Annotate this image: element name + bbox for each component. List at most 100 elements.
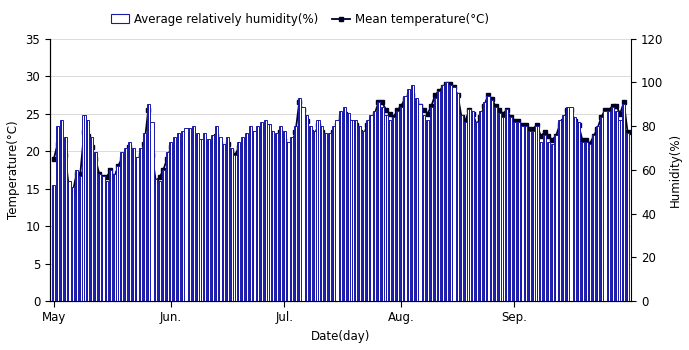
Bar	[214, 126, 218, 301]
Bar	[328, 133, 331, 301]
Bar	[135, 157, 138, 301]
Bar	[197, 133, 198, 301]
Bar	[136, 157, 137, 301]
Legend: Average relatively humidity(%), Mean temperature(°C): Average relatively humidity(%), Mean tem…	[107, 8, 493, 30]
Bar	[384, 115, 388, 301]
Bar	[415, 98, 418, 301]
Bar	[99, 174, 100, 301]
Bar	[529, 131, 530, 301]
Bar	[208, 139, 209, 301]
Bar	[98, 174, 101, 301]
Bar	[57, 126, 58, 301]
Bar	[169, 141, 172, 301]
Bar	[264, 120, 267, 301]
Bar	[133, 148, 134, 301]
Bar	[343, 106, 346, 301]
Bar	[490, 100, 493, 301]
Bar	[329, 133, 330, 301]
Bar	[532, 131, 535, 301]
Bar	[446, 83, 447, 301]
Bar	[193, 126, 194, 301]
Bar	[438, 91, 440, 301]
Bar	[200, 139, 202, 301]
Bar	[599, 118, 603, 301]
Bar	[95, 153, 96, 301]
Bar	[392, 118, 395, 301]
Bar	[471, 111, 475, 301]
Bar	[497, 113, 501, 301]
Bar	[348, 113, 349, 301]
Bar	[120, 153, 123, 301]
Bar	[158, 181, 161, 301]
Bar	[449, 85, 452, 301]
Bar	[181, 131, 184, 301]
Bar	[378, 102, 379, 301]
Bar	[491, 100, 492, 301]
Bar	[155, 178, 156, 301]
Bar	[127, 141, 131, 301]
Bar	[305, 115, 309, 301]
Bar	[464, 122, 467, 301]
Bar	[125, 148, 126, 301]
Bar	[310, 126, 311, 301]
Bar	[517, 122, 520, 301]
Bar	[118, 166, 119, 301]
Bar	[162, 170, 165, 301]
Bar	[505, 109, 508, 301]
Bar	[227, 137, 228, 301]
Bar	[252, 131, 256, 301]
Bar	[291, 137, 292, 301]
Bar	[188, 128, 192, 301]
Bar	[540, 141, 542, 301]
Bar	[366, 120, 369, 301]
Bar	[173, 137, 176, 301]
Bar	[514, 122, 515, 301]
Bar	[407, 89, 410, 301]
Bar	[438, 91, 440, 301]
Bar	[275, 133, 278, 301]
Bar	[469, 109, 470, 301]
Bar	[316, 120, 320, 301]
Bar	[61, 120, 62, 301]
Bar	[272, 131, 274, 301]
Bar	[592, 135, 595, 301]
Bar	[234, 155, 236, 301]
Bar	[619, 120, 621, 301]
Bar	[475, 122, 478, 301]
Bar	[287, 141, 289, 301]
Bar	[547, 141, 550, 301]
Bar	[408, 89, 409, 301]
Bar	[298, 98, 301, 301]
Bar	[344, 106, 345, 301]
Bar	[577, 122, 580, 301]
Bar	[533, 131, 534, 301]
Bar	[569, 106, 573, 301]
Bar	[581, 141, 584, 301]
Bar	[351, 120, 353, 301]
Bar	[615, 111, 618, 301]
Bar	[154, 178, 157, 301]
Bar	[321, 126, 322, 301]
Bar	[359, 126, 360, 301]
Bar	[465, 122, 466, 301]
Bar	[543, 135, 546, 301]
Bar	[211, 135, 214, 301]
Bar	[619, 120, 621, 301]
Bar	[480, 111, 481, 301]
Bar	[237, 141, 240, 301]
Bar	[101, 176, 105, 301]
Bar	[539, 141, 542, 301]
Bar	[90, 137, 93, 301]
Bar	[91, 137, 92, 301]
Bar	[56, 126, 59, 301]
Bar	[423, 115, 424, 301]
Bar	[212, 135, 213, 301]
Bar	[185, 128, 187, 301]
Bar	[249, 126, 251, 301]
Bar	[182, 131, 183, 301]
Bar	[426, 120, 429, 301]
Bar	[325, 133, 326, 301]
Bar	[418, 104, 422, 301]
Bar	[415, 98, 417, 301]
Bar	[520, 126, 524, 301]
